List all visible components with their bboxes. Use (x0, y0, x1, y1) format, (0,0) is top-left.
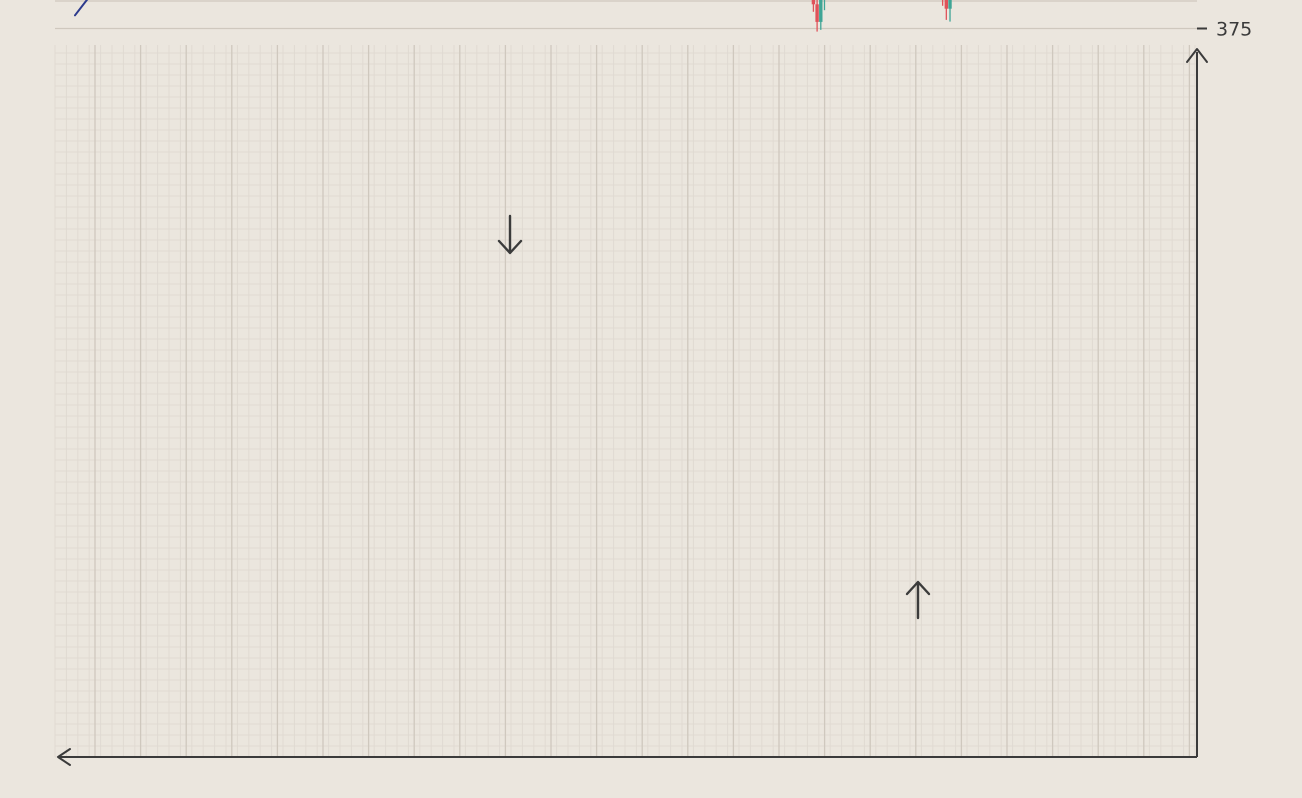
candle-body (948, 0, 952, 9)
candle-body (944, 0, 949, 9)
candle (815, 0, 819, 32)
buy-signal-up-arrow-icon (905, 580, 931, 620)
y-axis-arrowhead-up-icon (1186, 48, 1208, 63)
candle (941, 0, 944, 6)
candle-body (811, 0, 816, 5)
candle (944, 0, 949, 20)
axes: 375400425450475500525550575600625650675 (57, 19, 1252, 766)
candle (948, 0, 952, 22)
x-axis-arrowhead-left-icon (57, 748, 71, 766)
markers (497, 214, 931, 620)
candle-body (819, 0, 823, 22)
y-tick-label: 375 (1216, 19, 1252, 41)
candle (811, 0, 816, 12)
candle-body (815, 4, 819, 22)
candle (819, 0, 823, 30)
candles (811, 0, 952, 32)
sell-signal-down-arrow-icon (497, 214, 523, 255)
candle (823, 0, 826, 11)
